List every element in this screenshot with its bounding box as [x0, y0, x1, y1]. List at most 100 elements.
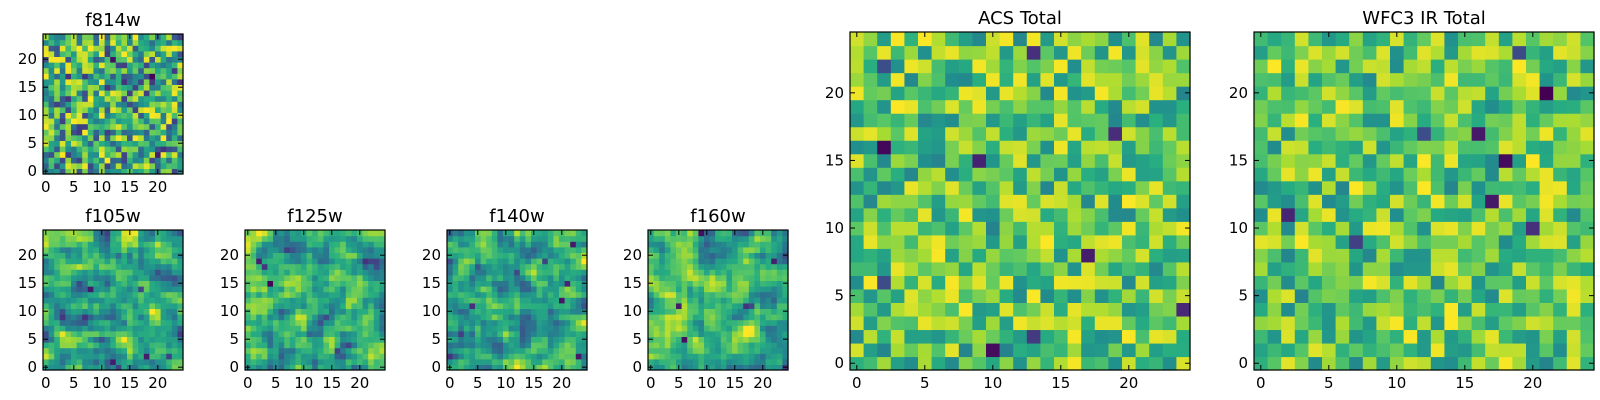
heatmap-cell: [177, 314, 184, 321]
heatmap-cell: [143, 252, 150, 259]
heatmap-cell: [104, 157, 111, 164]
heatmap-cell: [1526, 59, 1541, 74]
heatmap-cell: [345, 269, 352, 276]
heatmap-cell: [1267, 207, 1282, 222]
heatmap-cell: [166, 39, 173, 46]
heatmap-cell: [82, 336, 89, 343]
heatmap-cell: [171, 62, 178, 69]
heatmap-cell: [704, 252, 711, 259]
heatmap-cell: [1335, 32, 1350, 47]
heatmap-cell: [261, 235, 268, 242]
heatmap-cell: [519, 286, 526, 293]
heatmap-cell: [82, 364, 89, 371]
heatmap-cell: [362, 297, 369, 304]
heatmap-cell: [771, 258, 778, 265]
heatmap-cell: [687, 269, 694, 276]
heatmap-cell: [1122, 248, 1137, 263]
heatmap-cell: [709, 235, 716, 242]
heatmap-cell: [1135, 167, 1150, 182]
heatmap-cell: [503, 258, 510, 265]
heatmap-cell: [664, 297, 671, 304]
heatmap-cell: [143, 84, 150, 91]
heatmap-cell: [1013, 194, 1028, 209]
heatmap-cell: [284, 258, 291, 265]
heatmap-cell: [256, 342, 263, 349]
heatmap-cell: [1176, 261, 1191, 276]
heatmap-cell: [289, 347, 296, 354]
heatmap-cell: [681, 263, 688, 270]
heatmap-cell: [720, 364, 727, 371]
heatmap-cell: [177, 330, 184, 337]
heatmap-cell: [132, 241, 139, 248]
heatmap-cell: [999, 207, 1014, 222]
heatmap-cell: [1580, 180, 1595, 195]
heatmap-cell: [1580, 153, 1595, 168]
heatmap-cell: [1254, 261, 1269, 276]
heatmap-cell: [918, 59, 933, 74]
heatmap-cell: [519, 263, 526, 270]
heatmap-cell: [357, 269, 364, 276]
heatmap-cell: [754, 246, 761, 253]
heatmap-cell: [104, 358, 111, 365]
heatmap-cell: [1458, 86, 1473, 101]
heatmap-cell: [570, 353, 577, 360]
heatmap-cell: [447, 353, 454, 360]
heatmap-cell: [1458, 315, 1473, 331]
heatmap-cell: [99, 39, 106, 46]
heatmap-cell: [1162, 167, 1177, 182]
heatmap-cell: [1013, 59, 1028, 74]
heatmap-cell: [143, 319, 150, 326]
heatmap-cell: [166, 269, 173, 276]
heatmap-cell: [110, 134, 117, 141]
heatmap-cell: [278, 291, 285, 298]
heatmap-cell: [681, 358, 688, 365]
heatmap-cell: [958, 86, 973, 101]
heatmap-cell: [312, 325, 319, 332]
heatmap-cell: [334, 246, 341, 253]
heatmap-cell: [497, 297, 504, 304]
heatmap-cell: [104, 258, 111, 265]
heatmap-cell: [306, 330, 313, 337]
heatmap-cell: [575, 330, 582, 337]
heatmap-cell: [82, 118, 89, 125]
heatmap-cell: [480, 246, 487, 253]
heatmap-cells: [648, 230, 789, 371]
heatmap-cell: [475, 347, 482, 354]
heatmap-cell: [121, 241, 128, 248]
heatmap-cell: [1485, 302, 1500, 317]
heatmap-cell: [1067, 302, 1082, 317]
heatmap-cell: [65, 353, 72, 360]
heatmap-cell: [1376, 356, 1391, 371]
heatmap-cell: [754, 336, 761, 343]
heatmap-cell: [1444, 248, 1459, 263]
heatmap-cell: [87, 157, 94, 164]
chart-title: f160w: [690, 206, 745, 227]
heatmap-cell: [547, 258, 554, 265]
heatmap-cell: [765, 342, 772, 349]
heatmap-cell: [121, 112, 128, 119]
heatmap-cell: [166, 157, 173, 164]
heatmap-cell: [250, 235, 257, 242]
heatmap-cell: [508, 241, 515, 248]
heatmap-cell: [1390, 275, 1405, 290]
heatmap-cell: [99, 67, 106, 74]
heatmap-cell: [715, 269, 722, 276]
heatmap-cell: [514, 319, 521, 326]
heatmap-cell: [59, 347, 66, 354]
heatmap-cell: [664, 342, 671, 349]
heatmap-cell: [48, 330, 55, 337]
heatmap-cell: [1362, 86, 1377, 101]
heatmap-cell: [71, 241, 78, 248]
heatmap-cell: [698, 364, 705, 371]
heatmap-cell: [1081, 86, 1096, 101]
heatmap-cell: [155, 302, 162, 309]
heatmap-cell: [368, 330, 375, 337]
heatmap-cell: [250, 342, 257, 349]
heatmap-cell: [121, 280, 128, 287]
heatmap-cell: [379, 258, 386, 265]
heatmap-cell: [681, 364, 688, 371]
heatmap-cell: [93, 73, 100, 80]
heatmap-cell: [99, 129, 106, 136]
heatmap-cell: [720, 286, 727, 293]
heatmap-cell: [1349, 234, 1364, 249]
